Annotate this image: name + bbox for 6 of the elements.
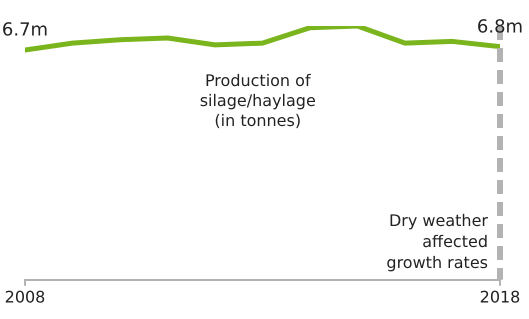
- text: Production of silage/haylage (in tonnes): [200, 71, 316, 130]
- data-label: 6.7m: [2, 20, 48, 41]
- data-label: 6.8m: [476, 16, 524, 38]
- x-tick-label: 2018: [480, 288, 520, 307]
- ref-line-label: Dry weather affected growth rates: [386, 210, 488, 272]
- x-tick-label: 2008: [4, 288, 46, 307]
